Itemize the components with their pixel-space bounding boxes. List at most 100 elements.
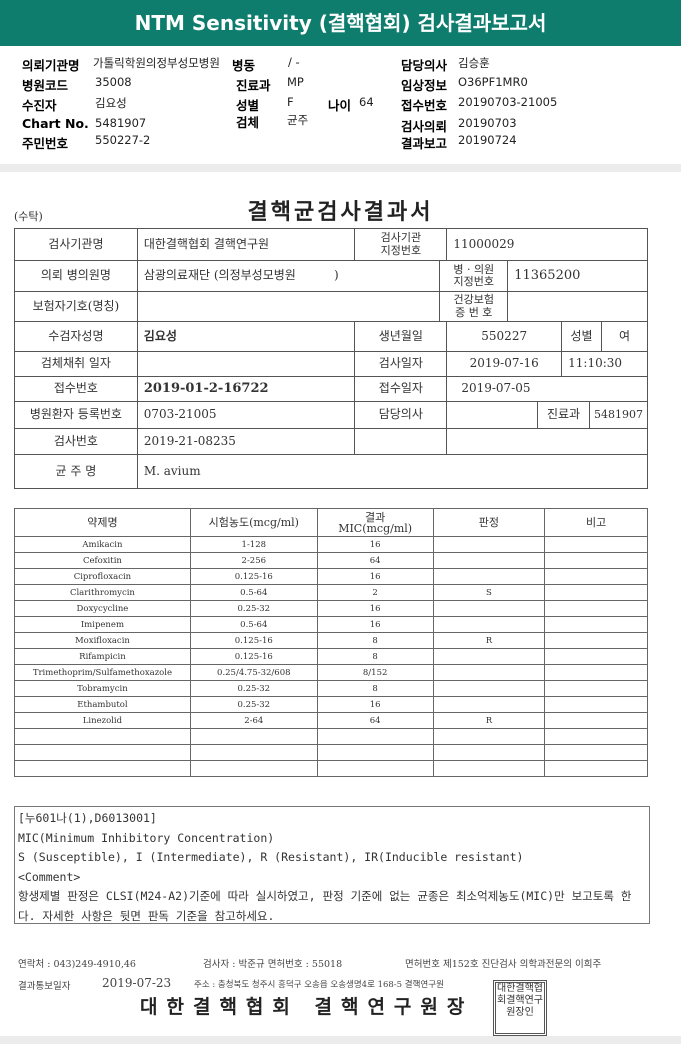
sex-value: F (287, 95, 294, 109)
patient-label: 수진자 (22, 98, 57, 113)
receipt-no-label: 접수번호 (15, 377, 138, 402)
ward-label: 병동 (232, 58, 256, 73)
table-row: Trimethoprim/Sulfamethoxazole 0.25/4.75-3… (14, 664, 648, 681)
request-label: 검사의뢰 (401, 119, 448, 134)
test-range: 2-64 (189, 712, 318, 729)
mic-result: 16 (316, 696, 434, 713)
interpretation: R (432, 712, 546, 729)
dept-label: 진료과 (236, 78, 271, 93)
strain-label: 균 주 명 (15, 455, 138, 489)
interpretation (432, 744, 546, 761)
collect-label: 검체채취 일자 (15, 352, 138, 377)
remark (544, 568, 648, 585)
remark (544, 664, 648, 681)
copy-label: (수탁) (14, 210, 43, 223)
doctor-label: 담당의사 (401, 58, 448, 73)
dept-label: 진료과 (538, 402, 590, 429)
license: 면허번호 제152호 진단검사 의학과전문의 이희주 (405, 959, 602, 970)
hospital-no-value: 11365200 (508, 261, 648, 292)
interpretation (432, 616, 546, 633)
table-row: Linezolid 2-64 64 R (14, 712, 648, 729)
empty-cell (447, 429, 648, 455)
comment-text: 항생제별 판정은 CLSI(M24-A2)기준에 따라 실시하였고, 판정 기준… (18, 889, 632, 923)
test-range (189, 744, 318, 761)
report-value: 20190724 (458, 133, 517, 147)
column-header: 판정 (432, 508, 546, 537)
interpretation (432, 552, 546, 569)
receipt-no-value: 2019-01-2-16722 (137, 377, 356, 402)
age-value: 64 (359, 95, 374, 109)
test-range (189, 728, 318, 745)
table-row: Rifampicin 0.125-16 8 (14, 648, 648, 665)
report-title: 결핵균검사결과서 (247, 199, 434, 225)
receipt-date-value: 2019-07-05 (447, 377, 648, 402)
remark (544, 744, 648, 761)
lab-name-label: 검사기관명 (15, 229, 138, 261)
interpretation (432, 536, 546, 553)
name-value: 김요성 (137, 322, 356, 352)
mic-result: 8 (316, 632, 434, 649)
notify-label: 결과통보일자 (18, 981, 71, 992)
signature: 대한결핵협회 결핵연구원장 (140, 996, 474, 1018)
ward-value: / - (288, 55, 300, 69)
mic-result: 64 (316, 712, 434, 729)
test-date-label: 검사일자 (355, 352, 448, 377)
notify-date: 2019-07-23 (102, 976, 172, 990)
mic-result: 16 (316, 568, 434, 585)
interpretation (432, 648, 546, 665)
remark (544, 680, 648, 697)
row-name: 수검자성명 김요성 생년월일 550227 성별 여 (14, 322, 648, 352)
test-range: 0.5-64 (189, 584, 318, 601)
drug-name: Tobramycin (14, 680, 191, 697)
remark (544, 600, 648, 617)
drug-name: Linezolid (14, 712, 191, 729)
empty-cell (355, 429, 448, 455)
comment-mic: MIC(Minimum Inhibitory Concentration) (18, 830, 275, 845)
drug-name: Rifampicin (14, 648, 191, 665)
insurer-value (137, 292, 441, 322)
row-registration: 병원환자 등록번호 0703-21005 담당의사 진료과 5481907 (14, 402, 648, 429)
dob-label: 생년월일 (355, 322, 448, 352)
scanned-report: (수탁) 결핵균검사결과서 검사기관명 대한결핵협회 결핵연구원 검사기관 지정… (0, 172, 681, 1036)
rrn-label: 주민번호 (22, 136, 69, 151)
table-row: Cefoxitin 2-256 64 (14, 552, 648, 569)
specimen-value: 균주 (287, 113, 309, 127)
drug-name: Imipenem (14, 616, 191, 633)
susceptibility-table: 약제명 시험농도(mcg/ml) 결과 MIC(mcg/ml) 판정 비고 Amikac… (14, 508, 648, 777)
hospital-code-label: 병원코드 (22, 78, 69, 93)
sex-label: 성별 (562, 322, 603, 352)
comment-code: [누601나(1),D6013001] (18, 811, 157, 825)
row-receipt: 접수번호 2019-01-2-16722 접수일자 2019-07-05 (14, 377, 648, 402)
patient-info-panel: 의뢰기관명 가톨릭학원의정부성모병원 병동 / - 담당의사 김승훈 병원코드 … (0, 46, 681, 164)
test-range: 0.25/4.75-32/608 (189, 664, 318, 681)
drug-name: Moxifloxacin (14, 632, 191, 649)
dept-value: 5481907 (589, 402, 648, 429)
drug-name: Clarithromycin (14, 584, 191, 601)
remark (544, 552, 648, 569)
comment-legend: S (Susceptible), I (Intermediate), R (Re… (18, 850, 524, 864)
interpretation (432, 600, 546, 617)
mic-result: 8 (316, 680, 434, 697)
receipt-label: 접수번호 (401, 98, 448, 113)
drug-name (14, 760, 191, 777)
comment-heading: <Comment> (18, 869, 81, 884)
table-row: Moxifloxacin 0.125-16 8 R (14, 632, 648, 649)
mic-result: 2 (316, 584, 434, 601)
drug-name: Cefoxitin (14, 552, 191, 569)
institution-value: 가톨릭학원의정부성모병원 (93, 56, 220, 70)
report-label: 결과보고 (401, 136, 448, 151)
name-label: 수검자성명 (15, 322, 138, 352)
test-range: 0.5-64 (189, 616, 318, 633)
test-range: 2-256 (189, 552, 318, 569)
doctor-value (447, 402, 539, 429)
mic-result (316, 728, 434, 745)
test-range: 0.125-16 (189, 568, 318, 585)
insurance-card-value (508, 292, 648, 322)
hospital-value: 삼광의료재단 (의정부성모병원 ) (137, 261, 441, 292)
remark (544, 584, 648, 601)
lab-no-label: 검사기관 지정번호 (355, 229, 448, 261)
row-collect: 검체채취 일자 검사일자 2019-07-16 11:10:30 (14, 352, 649, 377)
receipt-date-label: 접수일자 (355, 377, 448, 402)
test-no-label: 검사번호 (15, 429, 138, 455)
lab-name-value: 대한결핵협회 결핵연구원 (137, 229, 356, 261)
